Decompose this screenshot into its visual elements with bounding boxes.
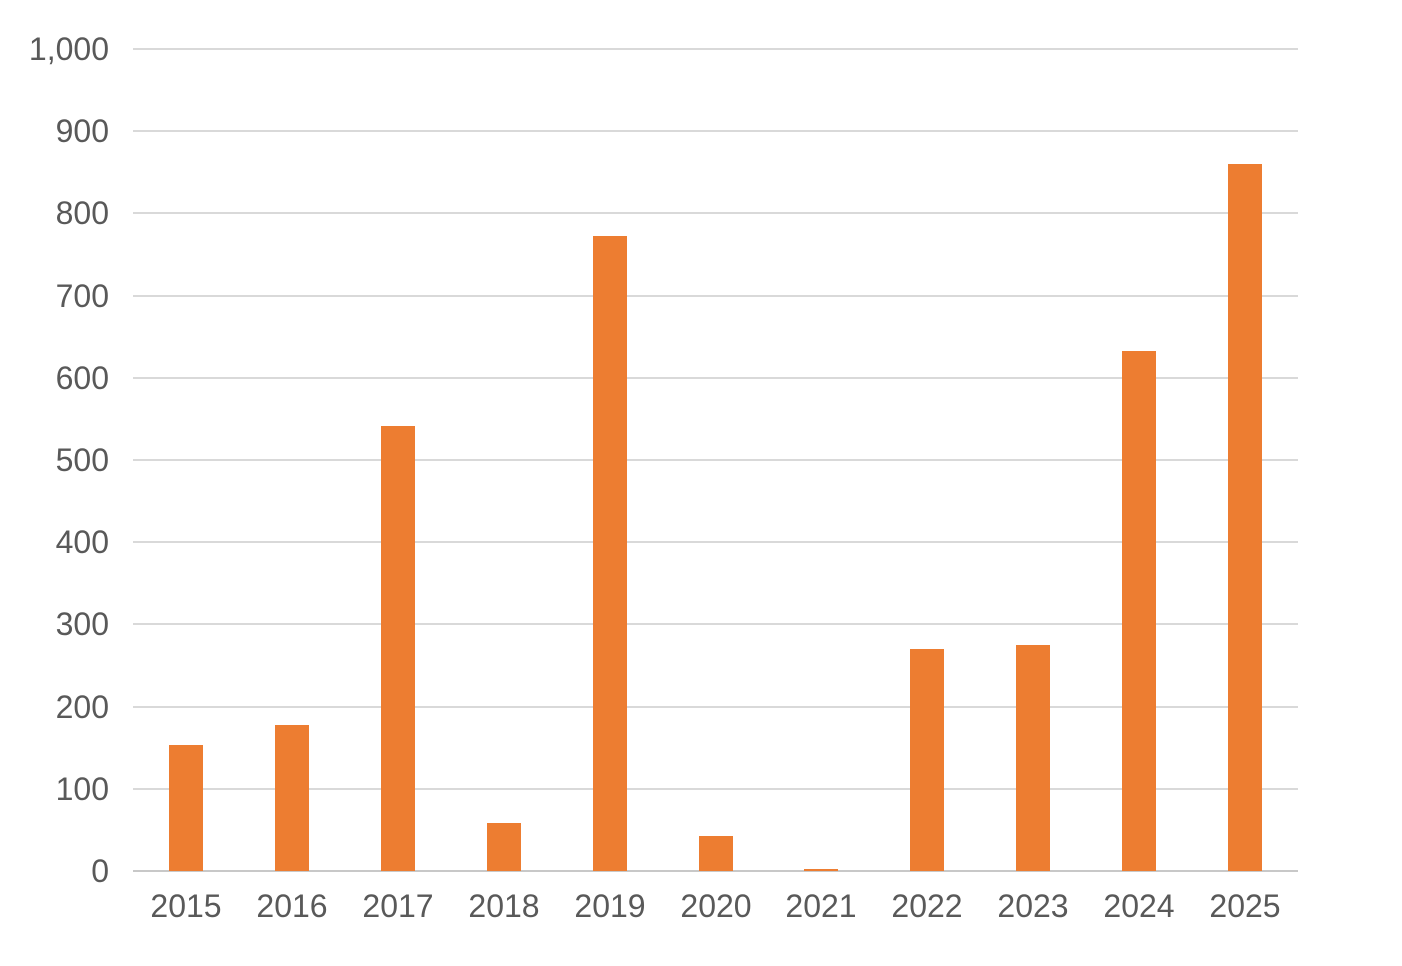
- bar-2016[interactable]: [275, 725, 309, 871]
- gridline-300: [133, 623, 1298, 626]
- x-tick-label-2025: 2025: [1209, 888, 1281, 924]
- y-tick-label-0: 0: [91, 853, 109, 889]
- x-tick-label-2015: 2015: [150, 888, 222, 924]
- x-tick-label-2017: 2017: [362, 888, 434, 924]
- x-tick-label-2022: 2022: [891, 888, 963, 924]
- x-tick-label-2021: 2021: [785, 888, 857, 924]
- y-tick-label-300: 300: [55, 606, 109, 643]
- y-tick-label-100: 100: [55, 770, 109, 807]
- bar-2024[interactable]: [1122, 351, 1156, 871]
- x-tick-label-2019: 2019: [574, 888, 646, 924]
- x-tick-label-2023: 2023: [997, 888, 1069, 924]
- bar-2022[interactable]: [910, 649, 944, 871]
- gridline-400: [133, 541, 1298, 544]
- gridline-900: [133, 130, 1298, 133]
- y-tick-label-700: 700: [55, 277, 109, 314]
- x-axis-line: [133, 870, 1298, 872]
- bar-2017[interactable]: [381, 426, 415, 871]
- x-tick-label-2016: 2016: [256, 888, 328, 924]
- bar-2025[interactable]: [1228, 164, 1262, 871]
- gridline-500: [133, 459, 1298, 461]
- bar-2021[interactable]: [804, 869, 838, 871]
- x-tick-label-2024: 2024: [1103, 888, 1175, 924]
- gridline-600: [133, 376, 1298, 379]
- y-tick-label-800: 800: [55, 195, 109, 232]
- gridline-100: [133, 787, 1298, 790]
- gridline-1000: [133, 48, 1298, 50]
- gridline-200: [133, 705, 1298, 708]
- plot-area: [133, 48, 1298, 872]
- gridline-800: [133, 212, 1298, 215]
- y-tick-label-200: 200: [55, 688, 109, 725]
- y-tick-label-1000: 1,000: [28, 31, 109, 67]
- bar-2018[interactable]: [487, 823, 521, 871]
- y-tick-label-600: 600: [55, 359, 109, 396]
- gridline-700: [133, 294, 1298, 297]
- bar-2023[interactable]: [1016, 645, 1050, 871]
- y-tick-label-400: 400: [55, 524, 109, 561]
- y-tick-label-900: 900: [55, 113, 109, 150]
- x-tick-label-2020: 2020: [680, 888, 752, 924]
- y-tick-label-500: 500: [55, 442, 109, 478]
- bar-2020[interactable]: [699, 836, 733, 871]
- bar-2015[interactable]: [169, 745, 203, 871]
- x-tick-label-2018: 2018: [468, 888, 540, 924]
- bar-2019[interactable]: [593, 236, 627, 871]
